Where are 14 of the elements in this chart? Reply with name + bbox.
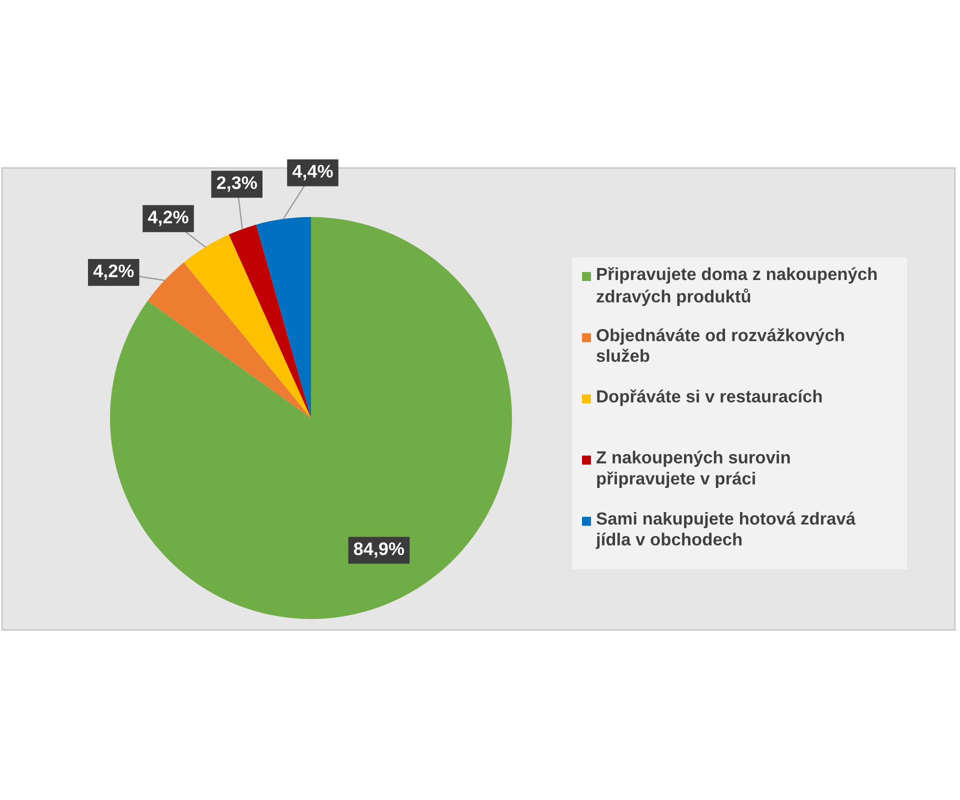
pie-slice: [184, 234, 311, 418]
pie-slice: [148, 262, 311, 418]
legend-label: Sami nakupujete hotová zdravá jídla v obchodech: [596, 512, 856, 549]
legend-label: Z nakoupených surovin připravujete v práci: [596, 450, 790, 488]
data-label: 4,4%: [292, 164, 333, 180]
data-label: 4,2%: [93, 264, 134, 280]
data-label: 84,9%: [354, 542, 404, 558]
pie-slice: [228, 224, 311, 418]
data-label: 2,3%: [216, 176, 257, 192]
data-label: 4,2%: [148, 210, 188, 226]
legend-label: Dopřáváte si v restauracích: [597, 389, 822, 406]
pie-slice: [256, 217, 311, 418]
legend-label: Připravujete doma z nakoupených zdravých produktů: [596, 267, 877, 306]
legend-label: Objednáváte od rozvážkových služeb: [596, 328, 844, 362]
